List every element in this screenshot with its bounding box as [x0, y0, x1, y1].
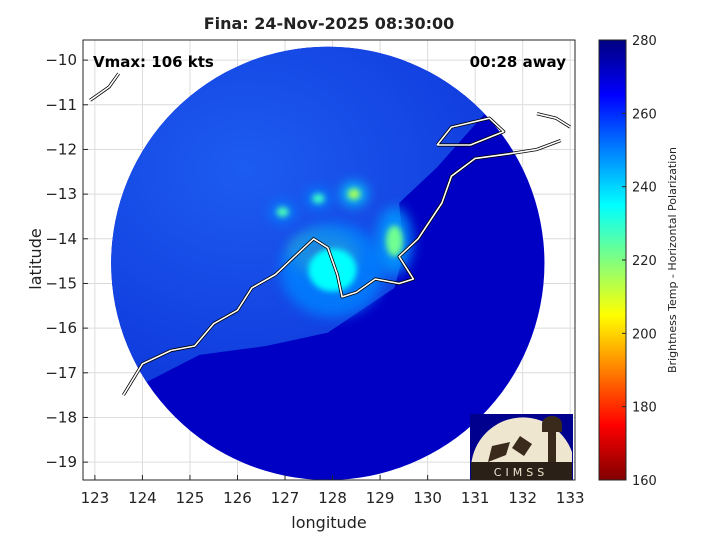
colorbar-label: Brightness Temp - Horizontal Polarizatio…: [666, 147, 679, 373]
x-tick-label: 131: [461, 489, 490, 507]
colorbar-tick-label: 240: [632, 181, 657, 196]
x-tick-label: 125: [176, 489, 205, 507]
colorbar-ticks: 160 180 200 220 240 260 280: [622, 34, 657, 489]
x-tick-label: 129: [366, 489, 395, 507]
x-tick-label: 130: [413, 489, 442, 507]
coastline: [89, 73, 120, 101]
colorbar-tick-label: 180: [632, 401, 657, 416]
y-tick-label: −14: [45, 230, 77, 248]
coastline: [536, 112, 571, 128]
x-axis-ticks: 123 124 125 126 127 128 129 130 131 132 133: [81, 475, 585, 507]
time-away-annotation: 00:28 away: [470, 53, 567, 71]
y-tick-label: −17: [45, 364, 77, 382]
coastline: [122, 139, 561, 396]
colorbar-tick-label: 260: [632, 107, 657, 122]
plot-frame: [82, 39, 576, 481]
y-tick-label: −19: [45, 453, 77, 471]
chart-title: Fina: 24-Nov-2025 08:30:00: [204, 14, 455, 33]
y-tick-label: −11: [45, 96, 77, 114]
y-tick-label: −16: [45, 319, 77, 337]
x-tick-label: 133: [556, 489, 585, 507]
cimss-logo-text: CIMSS: [494, 466, 548, 479]
colorbar: [598, 39, 627, 481]
y-tick-label: −18: [45, 408, 77, 426]
y-tick-label: −13: [45, 185, 77, 203]
colorbar-tick-label: 160: [632, 474, 657, 489]
y-tick-label: −12: [45, 140, 77, 158]
cimss-logo: CIMSS: [470, 414, 573, 480]
x-tick-label: 132: [508, 489, 537, 507]
colorbar-tick-label: 220: [632, 254, 657, 269]
convective-feature: [276, 207, 289, 217]
convective-feature: [385, 225, 403, 257]
microwave-swath: [111, 46, 545, 480]
colorbar-tick-label: 280: [632, 34, 657, 49]
y-tick-label: −10: [45, 51, 77, 69]
x-tick-label: 127: [271, 489, 300, 507]
convective-feature: [308, 248, 357, 292]
convective-feature: [312, 193, 325, 204]
y-axis-ticks: −10 −11 −12 −13 −14 −15 −16 −17 −18 −19: [45, 51, 88, 471]
y-tick-label: −15: [45, 274, 77, 292]
x-tick-label: 126: [223, 489, 252, 507]
convective-feature: [347, 188, 360, 200]
vmax-annotation: Vmax: 106 kts: [93, 53, 214, 71]
x-tick-label: 124: [128, 489, 157, 507]
colorbar-tick-label: 200: [632, 327, 657, 342]
coastlines: [89, 72, 572, 396]
x-tick-label: 123: [81, 489, 110, 507]
coastline: [436, 117, 505, 146]
x-tick-label: 128: [318, 489, 347, 507]
x-axis-label: longitude: [291, 513, 366, 532]
y-axis-label: latitude: [26, 228, 45, 289]
